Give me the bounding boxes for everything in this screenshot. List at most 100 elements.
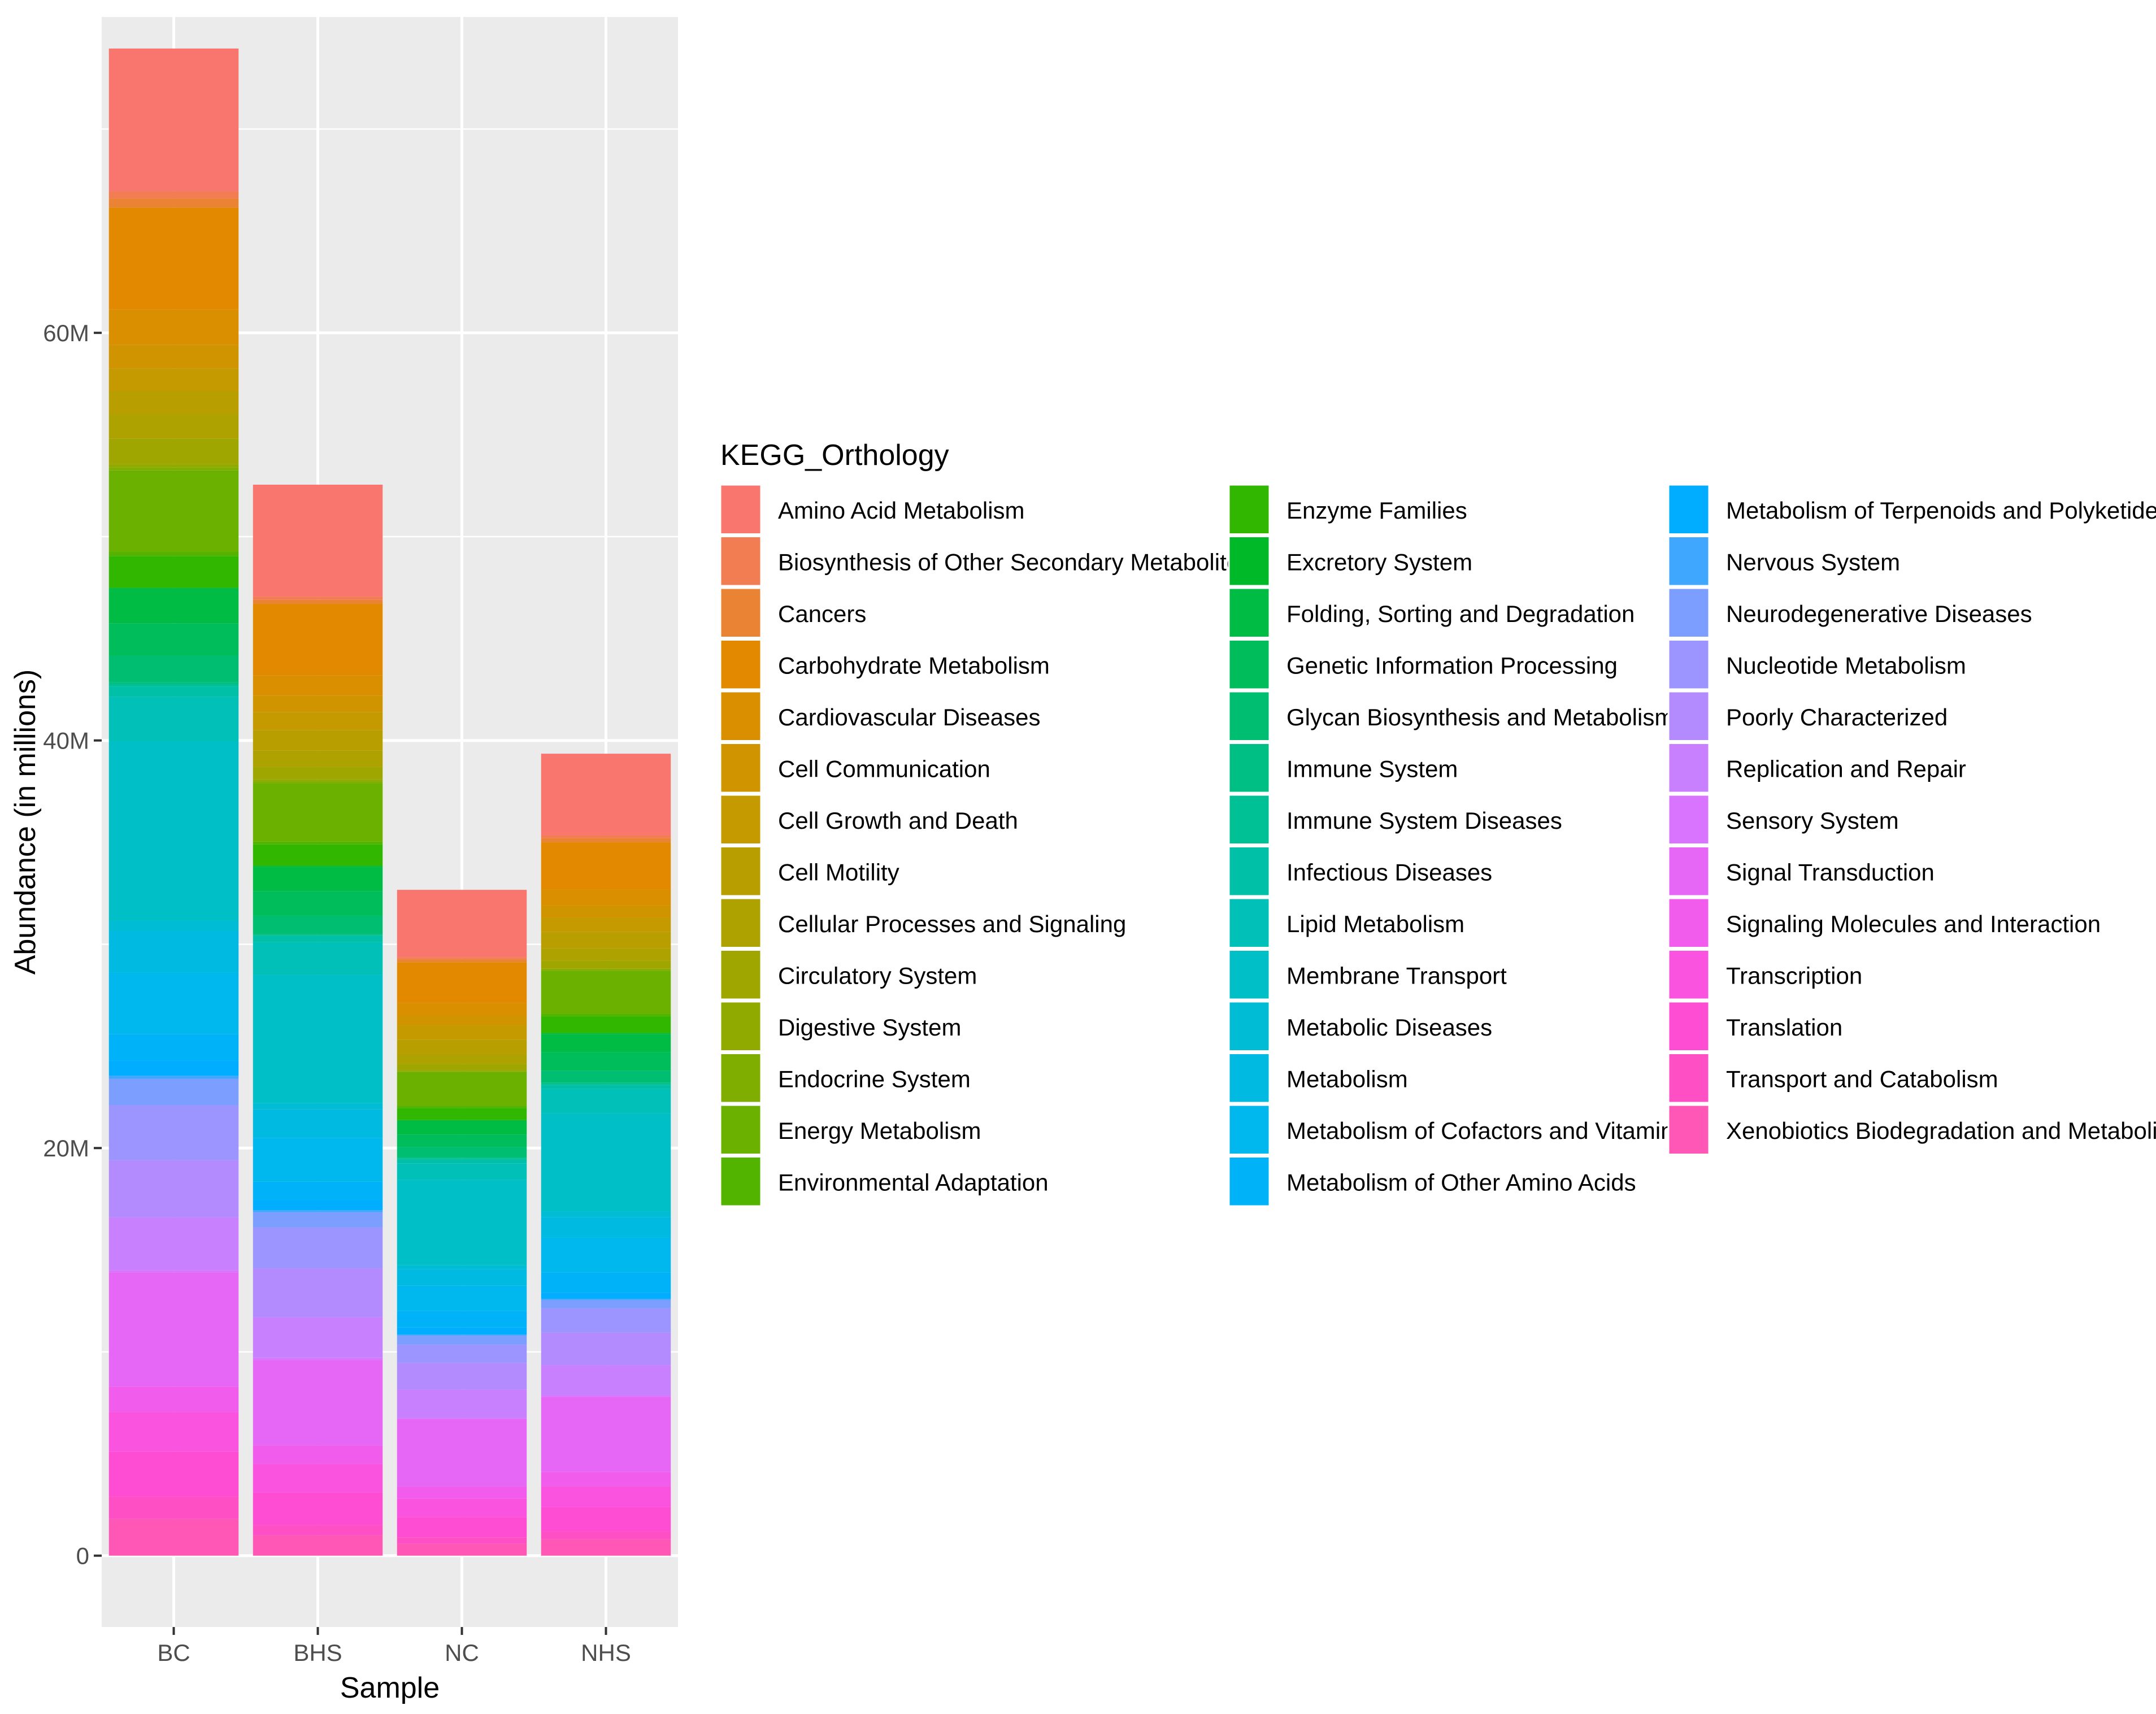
bar-segment	[397, 962, 527, 1003]
legend-item: Immune System Diseases	[1228, 794, 1562, 845]
bar-segment	[108, 588, 239, 589]
legend-label: Genetic Information Processing	[1286, 652, 1618, 678]
bar-segment	[108, 1519, 239, 1556]
bar-segment	[253, 750, 383, 767]
legend-key	[1228, 536, 1271, 587]
bar-segment	[253, 841, 383, 845]
bar-segment	[541, 842, 671, 890]
bar-segment	[541, 905, 671, 918]
legend-key	[719, 897, 762, 949]
bar-segment	[541, 1472, 671, 1487]
bar-segment	[108, 309, 239, 345]
legend-item: Lipid Metabolism	[1228, 897, 1464, 949]
legend-key	[1228, 897, 1271, 949]
legend-key	[719, 1000, 762, 1052]
legend-label: Enzyme Families	[1286, 497, 1467, 524]
bar-segment	[397, 1486, 527, 1499]
legend-label: Cardiovascular Diseases	[778, 704, 1041, 730]
bar-segment	[108, 390, 239, 415]
bar-segment	[397, 1015, 527, 1026]
legend-key	[1667, 949, 1710, 1000]
bar-segment	[397, 1120, 527, 1135]
bar-segment	[253, 695, 383, 712]
legend-item: Translation	[1667, 1000, 1842, 1052]
bar-segment	[108, 368, 239, 391]
bar-segment	[253, 915, 383, 934]
legend-key	[1228, 484, 1271, 535]
bar-segment	[108, 1272, 239, 1387]
bar-segment	[253, 1492, 383, 1525]
legend-label: Metabolism of Cofactors and Vitamins	[1286, 1117, 1686, 1144]
legend-key	[1228, 1104, 1271, 1155]
legend-label: Carbohydrate Metabolism	[778, 652, 1050, 678]
legend-key	[1667, 587, 1710, 638]
legend-key	[1228, 949, 1271, 1000]
bar-segment	[108, 623, 239, 656]
legend-key	[719, 639, 762, 690]
bar-segment	[253, 865, 383, 867]
bar-segment	[541, 1217, 671, 1238]
legend-label: Cell Communication	[778, 755, 990, 782]
bar-segment	[541, 1085, 671, 1089]
x-axis-title: Sample	[340, 1672, 440, 1704]
bar-segment	[108, 464, 239, 468]
legend-label: Circulatory System	[778, 962, 977, 989]
legend-key	[1667, 1000, 1710, 1052]
bar-segment	[108, 1060, 239, 1076]
bar-segment	[397, 1265, 527, 1269]
legend-label: Amino Acid Metabolism	[778, 497, 1025, 524]
bar-segment	[108, 1078, 239, 1106]
legend-item: Poorly Characterized	[1667, 690, 1948, 742]
legend-item: Digestive System	[719, 1000, 961, 1052]
legend-key	[719, 587, 762, 638]
x-tick-label: BC	[157, 1639, 190, 1666]
bar-segment	[397, 1108, 527, 1120]
legend-key	[719, 1156, 762, 1207]
bar-segment	[108, 467, 239, 471]
legend-item: Endocrine System	[719, 1052, 971, 1104]
bar-segment	[541, 835, 671, 838]
bar-segment	[108, 1497, 239, 1519]
bar-segment	[108, 655, 239, 682]
legend-key	[1667, 742, 1710, 794]
x-axis: BC BHS NC NHS	[157, 1627, 631, 1666]
legend-label: Folding, Sorting and Degradation	[1286, 601, 1635, 627]
bar-segment	[253, 603, 383, 676]
legend-label: Cell Growth and Death	[778, 807, 1018, 834]
bar-segment	[108, 207, 239, 310]
bar-segment	[541, 1013, 671, 1017]
legend-label: Digestive System	[778, 1014, 961, 1041]
legend-label: Transcription	[1726, 962, 1862, 989]
legend-item: Folding, Sorting and Degradation	[1228, 587, 1635, 638]
bar-segment	[253, 891, 383, 916]
bar-segment	[541, 1395, 671, 1397]
legend-label: Poorly Characterized	[1726, 704, 1948, 730]
legend-item: Metabolism	[1228, 1052, 1408, 1104]
bar-segment	[541, 889, 671, 906]
legend-label: Membrane Transport	[1286, 962, 1507, 989]
legend-item: Immune System	[1228, 742, 1458, 794]
bar-segment	[397, 1071, 527, 1073]
x-tick-label: NC	[445, 1639, 479, 1666]
bar-segment	[541, 838, 671, 843]
bar-segment	[397, 1498, 527, 1517]
bar-segment	[253, 1227, 383, 1269]
bar-segment	[108, 697, 239, 742]
y-tick-label: 40M	[43, 728, 89, 754]
bar-segment	[541, 948, 671, 961]
bar-segment	[541, 1272, 671, 1293]
legend-key	[719, 484, 762, 535]
bar-segment	[541, 1084, 671, 1085]
legend-item: Neurodegenerative Diseases	[1667, 587, 2032, 638]
bar-segment	[397, 1419, 527, 1487]
bar-segment	[253, 1201, 383, 1211]
bar-segment	[397, 1064, 527, 1071]
bar-segment	[108, 931, 239, 973]
bar-segment	[253, 730, 383, 751]
legend-item: Cell Growth and Death	[719, 794, 1018, 845]
legend-label: Cell Motility	[778, 859, 899, 885]
legend-item: Metabolic Diseases	[1228, 1000, 1492, 1052]
bar-segment	[108, 1451, 239, 1497]
legend-key	[719, 794, 762, 845]
bar-segment	[541, 1211, 671, 1217]
